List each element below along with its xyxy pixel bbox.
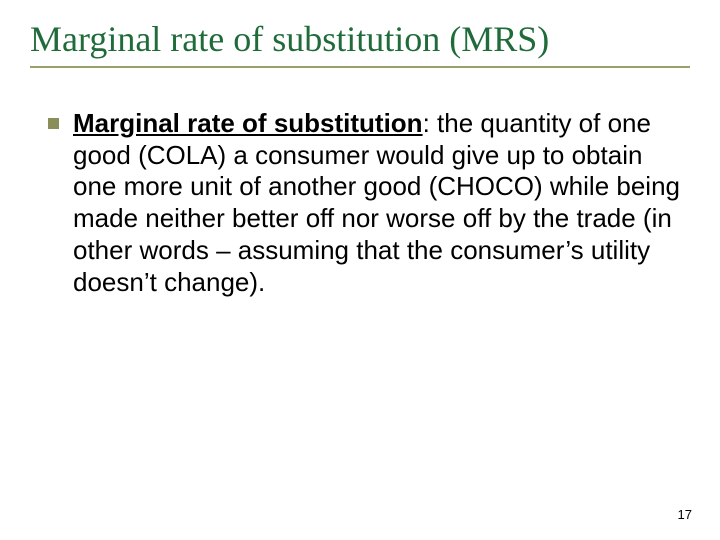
definition-term: Marginal rate of substitution xyxy=(73,108,423,138)
title-underline xyxy=(30,66,690,68)
body-row: Marginal rate of substitution: the quant… xyxy=(30,108,690,298)
page-number: 17 xyxy=(678,507,692,522)
square-bullet-icon xyxy=(48,118,59,129)
slide: Marginal rate of substitution (MRS) Marg… xyxy=(0,0,720,540)
body-text: Marginal rate of substitution: the quant… xyxy=(73,108,680,298)
slide-title: Marginal rate of substitution (MRS) xyxy=(30,18,690,60)
